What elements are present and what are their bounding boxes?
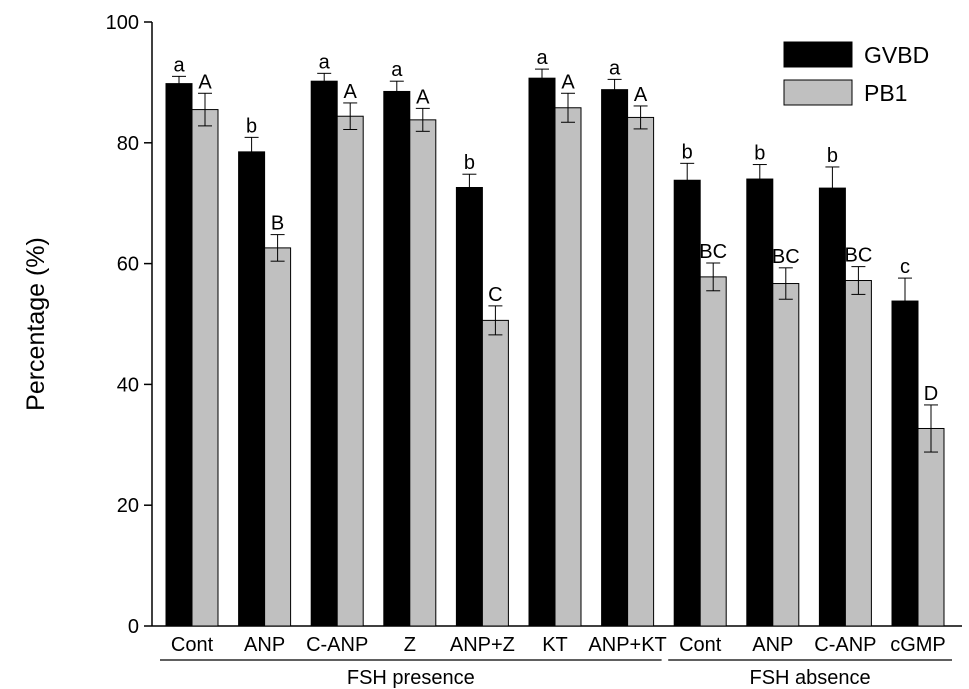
significance-letter: BC (699, 241, 727, 263)
x-tick-label: Z (404, 634, 416, 656)
bar-gvbd (673, 179, 701, 627)
significance-letter: A (416, 86, 430, 108)
x-tick-label: Cont (679, 634, 722, 656)
group-label: FSH absence (750, 667, 871, 689)
significance-letter: b (754, 143, 765, 165)
x-tick-label: cGMP (890, 634, 946, 656)
legend-swatch-pb1 (783, 79, 853, 106)
x-tick-label: ANP+Z (450, 634, 515, 656)
bar-gvbd (165, 83, 193, 627)
legend: GVBD PB1 (783, 41, 929, 106)
significance-letter: b (246, 115, 257, 137)
bar-pb1 (844, 280, 872, 627)
x-tick-label: KT (542, 634, 568, 656)
bar-pb1 (772, 283, 800, 627)
significance-letter: A (561, 71, 575, 93)
bar-pb1 (627, 116, 655, 627)
significance-letter: A (344, 81, 358, 103)
bars (165, 68, 945, 627)
significance-letter: A (634, 84, 648, 106)
x-tick-label: C-ANP (814, 634, 876, 656)
bar-gvbd (818, 187, 846, 627)
significance-letter: b (464, 152, 475, 174)
y-tick-label: 60 (117, 254, 139, 276)
significance-letter: BC (845, 245, 873, 267)
bar-pb1 (191, 109, 219, 627)
y-tick-label: 40 (117, 374, 139, 396)
significance-letter: b (682, 141, 693, 163)
significance-letter: c (900, 256, 910, 278)
bar-gvbd (601, 89, 629, 627)
bar-gvbd (528, 77, 556, 627)
significance-letter: a (391, 59, 403, 81)
x-tick-label: Cont (171, 634, 214, 656)
bar-gvbd (383, 90, 411, 627)
labels: a b a a b a a b b b c A B A A C A A BC BC BC D Cont ANP C-ANP Z AN… (160, 47, 952, 689)
x-tick-label: C-ANP (306, 634, 368, 656)
legend-label-pb1: PB1 (864, 80, 907, 106)
significance-letter: a (319, 51, 331, 73)
significance-letter: b (827, 145, 838, 167)
group-label: FSH presence (347, 667, 475, 689)
x-tick-label: ANP (752, 634, 793, 656)
bar-pb1 (554, 107, 582, 627)
bar-gvbd (238, 151, 266, 627)
significance-letter: a (536, 47, 548, 69)
x-tick-label: ANP+KT (588, 634, 666, 656)
significance-letter: BC (772, 246, 800, 268)
significance-letter: C (488, 284, 502, 306)
significance-letter: a (609, 57, 621, 79)
bar-pb1 (917, 427, 945, 627)
y-tick-label: 80 (117, 133, 139, 155)
bar-pb1 (264, 247, 292, 627)
significance-letter: D (924, 383, 938, 405)
x-tick-label: ANP (244, 634, 285, 656)
bar-gvbd (310, 80, 338, 627)
bar-pb1 (699, 276, 727, 627)
significance-letter: a (173, 54, 185, 76)
bar-pb1 (336, 115, 364, 627)
bar-gvbd (455, 186, 483, 627)
y-tick-label: 0 (128, 616, 139, 638)
y-axis-label: Percentage (%) (22, 237, 50, 411)
y-tick-label: 20 (117, 495, 139, 517)
bar-pb1 (481, 319, 509, 627)
legend-label-gvbd: GVBD (864, 42, 929, 68)
bar-gvbd (891, 300, 919, 627)
y-tick-label: 100 (106, 12, 139, 34)
significance-letter: A (198, 71, 212, 93)
significance-letter: B (271, 213, 284, 235)
legend-swatch-gvbd (783, 41, 853, 68)
bar-pb1 (409, 119, 437, 627)
bar-gvbd (746, 178, 774, 627)
